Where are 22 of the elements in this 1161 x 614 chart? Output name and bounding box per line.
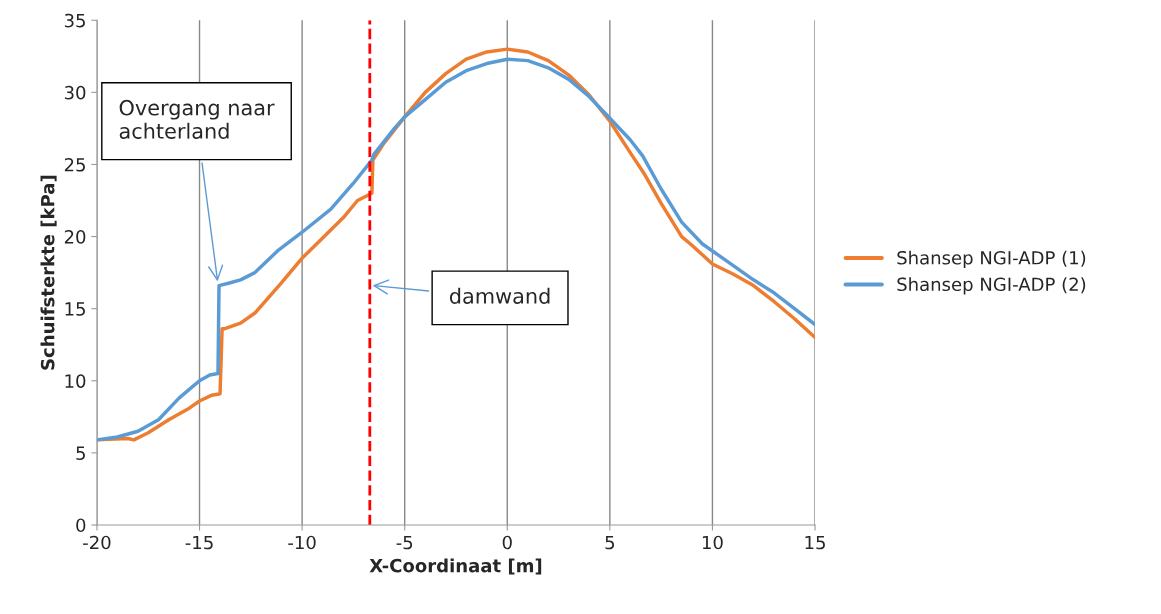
x-tick-label: -10: [288, 535, 316, 550]
y-tick-label: 30: [64, 85, 86, 100]
y-tick-label: 10: [65, 374, 86, 388]
y-axis-title: Schuifsterkte [kPa]: [40, 175, 57, 370]
y-tick-label: 35: [64, 13, 85, 28]
x-tick-label: -20: [83, 535, 111, 550]
annotation: damwand: [449, 287, 550, 304]
annotation: Overgang naar achterland: [119, 99, 275, 139]
x-tick-label: -15: [185, 535, 213, 550]
x-tick-label: 10: [702, 535, 723, 550]
x-tick-label: -5: [396, 535, 413, 550]
x-tick-label: 0: [502, 535, 512, 550]
x-tick-label: 15: [805, 535, 825, 550]
y-tick-label: 0: [76, 518, 86, 533]
legend-label: Shansep NGI-ADP (1): [897, 250, 1086, 269]
y-tick-label: 15: [65, 302, 85, 316]
y-tick-label: 5: [76, 446, 85, 460]
y-tick-label: 25: [64, 157, 85, 172]
x-tick-label: 5: [605, 535, 615, 550]
y-tick-label: 20: [64, 230, 86, 244]
legend-label: Shansep NGI-ADP (2): [897, 277, 1086, 295]
x-axis-title: X-Coordinaat [m]: [369, 558, 542, 575]
